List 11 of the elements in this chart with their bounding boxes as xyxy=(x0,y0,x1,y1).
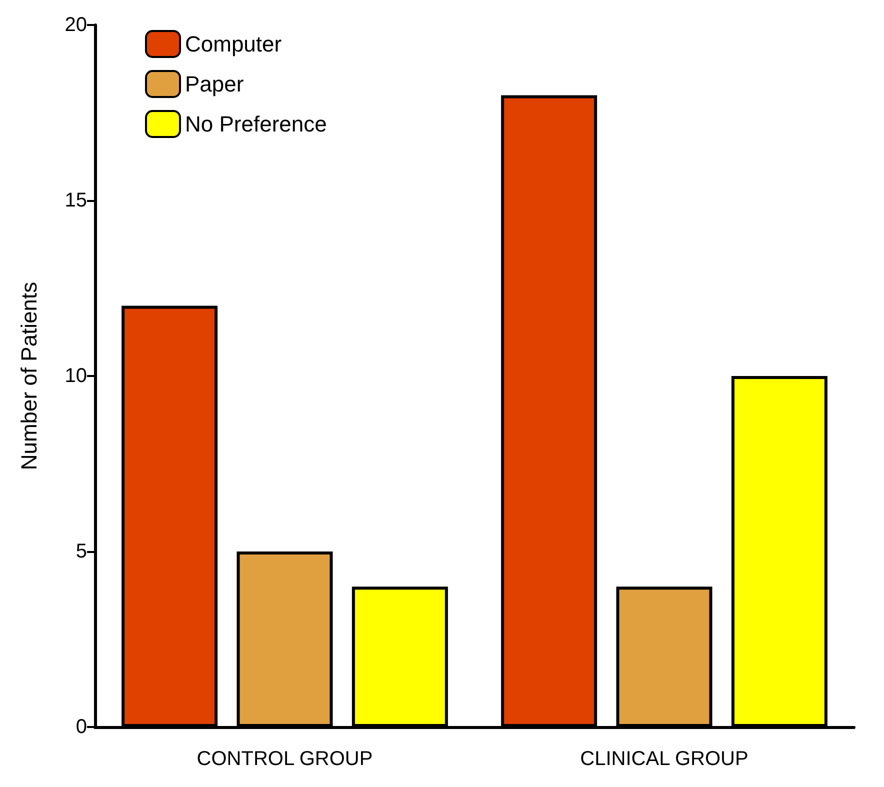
y-tick-label: 10 xyxy=(64,365,87,387)
y-tick-label: 0 xyxy=(76,716,87,738)
y-tick-label: 15 xyxy=(64,190,87,212)
x-tick-label: CONTROL GROUP xyxy=(196,748,373,770)
legend-label: Paper xyxy=(185,72,244,96)
legend-label: Computer xyxy=(185,32,282,56)
x-tick-label: CLINICAL GROUP xyxy=(580,748,748,770)
y-tick-label: 20 xyxy=(64,14,87,36)
y-tick-label: 5 xyxy=(76,540,87,562)
legend-label: No Preference xyxy=(185,112,327,136)
y-axis-title: Number of Patients xyxy=(16,282,42,470)
